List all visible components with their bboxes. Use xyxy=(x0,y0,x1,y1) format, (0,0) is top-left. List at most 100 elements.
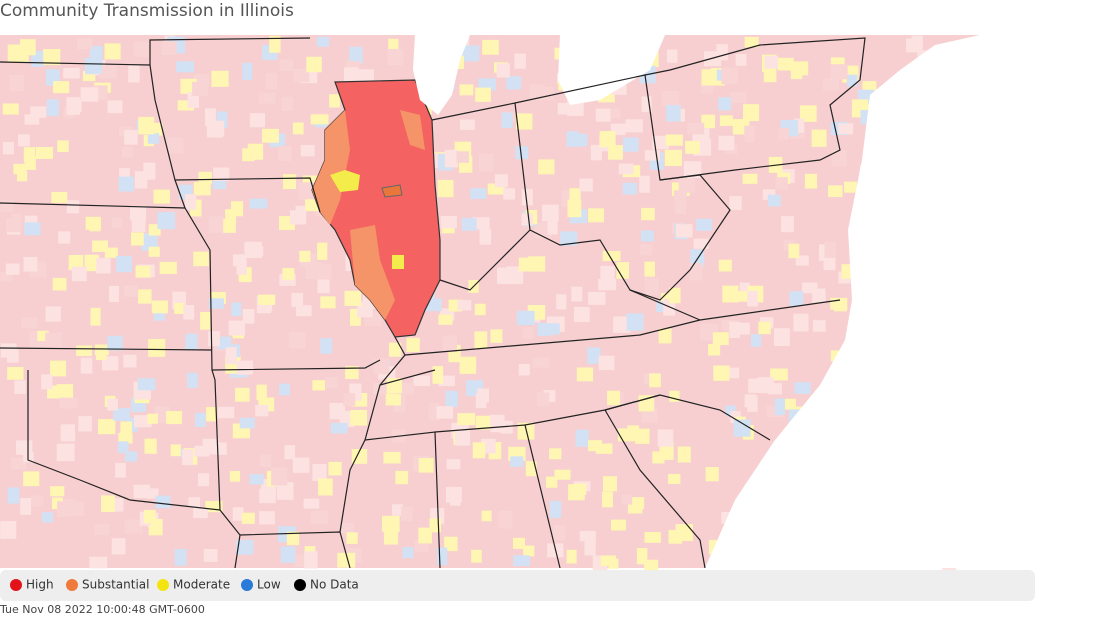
county xyxy=(147,133,160,144)
county xyxy=(699,138,711,150)
county xyxy=(744,394,756,408)
county xyxy=(262,128,279,143)
county xyxy=(24,156,36,170)
county xyxy=(247,143,264,160)
county xyxy=(84,254,100,272)
county xyxy=(193,182,211,196)
county xyxy=(731,322,750,335)
county xyxy=(350,410,368,426)
county xyxy=(177,100,195,111)
county xyxy=(10,457,27,470)
county xyxy=(183,305,195,320)
county xyxy=(306,56,322,73)
county xyxy=(689,263,703,281)
county xyxy=(478,78,496,91)
county xyxy=(828,185,843,198)
county xyxy=(701,69,717,86)
county xyxy=(641,230,654,242)
county xyxy=(536,392,550,407)
county xyxy=(66,501,85,516)
county xyxy=(340,522,354,534)
county xyxy=(444,149,459,168)
county xyxy=(185,194,197,210)
county xyxy=(276,482,294,500)
county xyxy=(77,38,93,50)
county xyxy=(290,210,306,225)
county xyxy=(337,552,356,568)
county xyxy=(170,444,181,457)
county xyxy=(708,344,721,356)
county xyxy=(668,473,681,485)
county xyxy=(113,408,130,421)
county xyxy=(31,50,44,67)
county xyxy=(66,97,81,115)
county xyxy=(418,527,432,544)
county xyxy=(57,140,69,152)
county xyxy=(538,159,555,175)
county xyxy=(532,357,550,368)
county xyxy=(123,354,137,368)
county xyxy=(215,442,227,455)
county xyxy=(24,222,41,236)
county xyxy=(644,559,659,574)
county xyxy=(747,290,758,307)
county xyxy=(304,551,318,569)
county xyxy=(554,469,571,480)
county xyxy=(442,335,457,352)
county xyxy=(249,113,266,128)
legend-label: Moderate xyxy=(173,578,230,592)
county xyxy=(626,313,644,331)
county xyxy=(846,74,858,87)
county xyxy=(13,163,27,175)
county xyxy=(661,91,680,106)
county xyxy=(683,161,702,179)
county xyxy=(90,307,101,326)
county xyxy=(547,220,558,235)
county xyxy=(135,265,151,278)
county xyxy=(542,204,559,222)
county xyxy=(255,405,269,417)
county xyxy=(603,476,618,492)
county xyxy=(456,151,469,163)
county xyxy=(388,38,399,50)
county xyxy=(30,106,47,118)
county xyxy=(595,108,611,122)
legend-marker xyxy=(294,579,306,591)
county xyxy=(657,429,674,447)
county xyxy=(154,406,170,424)
county xyxy=(627,425,640,442)
county xyxy=(402,547,414,559)
county xyxy=(457,300,472,311)
county xyxy=(701,114,716,129)
county xyxy=(610,519,627,531)
county xyxy=(658,328,672,344)
county xyxy=(613,316,631,333)
county xyxy=(43,49,61,66)
county xyxy=(317,242,328,260)
county xyxy=(271,467,288,486)
county xyxy=(310,114,329,125)
county xyxy=(197,473,210,487)
county xyxy=(595,443,613,454)
county xyxy=(166,411,183,425)
county xyxy=(216,111,228,129)
legend-label: No Data xyxy=(310,578,359,592)
county xyxy=(57,501,68,518)
legend-label: Substantial xyxy=(82,578,149,592)
county xyxy=(138,289,152,304)
county xyxy=(656,301,669,313)
county xyxy=(498,510,513,529)
county xyxy=(95,346,107,361)
county xyxy=(713,365,730,381)
county xyxy=(0,271,13,282)
county xyxy=(744,36,759,48)
legend-marker xyxy=(241,579,253,591)
county xyxy=(501,112,513,129)
county xyxy=(265,72,277,90)
county xyxy=(14,380,26,394)
county xyxy=(735,291,748,302)
county xyxy=(279,59,294,72)
county xyxy=(437,179,454,198)
county xyxy=(159,261,177,274)
county xyxy=(299,250,311,262)
